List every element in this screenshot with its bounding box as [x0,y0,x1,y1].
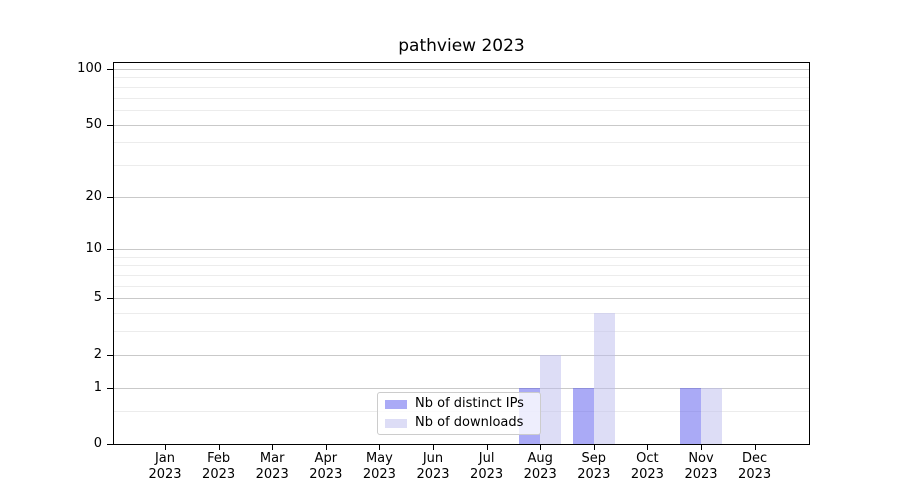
y-tick-label: 2 [38,347,102,363]
x-tick [701,445,702,450]
minor-gridline [114,87,809,88]
y-tick-label: 20 [38,189,102,205]
bar-downloads-aug [540,355,561,444]
legend-label: Nb of downloads [415,415,523,431]
bar-distinct-ips-sep [573,388,594,444]
x-tick [272,445,273,450]
x-tick-label: Dec2023 [723,451,787,483]
minor-gridline [114,265,809,266]
x-tick [219,445,220,450]
minor-gridline [114,331,809,332]
y-tick-label: 1 [38,380,102,396]
y-tick [107,355,113,356]
x-tick [755,445,756,450]
legend-item: Nb of downloads [385,415,540,431]
x-tick [594,445,595,450]
legend-item: Nb of distinct IPs [385,396,540,412]
legend: Nb of distinct IPs Nb of downloads [377,392,541,435]
chart-title: pathview 2023 [113,35,810,57]
bar-distinct-ips-nov [680,388,701,444]
y-tick-label: 0 [38,436,102,452]
major-gridline [114,125,809,126]
y-tick-label: 100 [38,61,102,77]
minor-gridline [114,110,809,111]
x-tick [165,445,166,450]
x-tick [379,445,380,450]
minor-gridline [114,165,809,166]
minor-gridline [114,257,809,258]
y-tick [107,197,113,198]
minor-gridline [114,98,809,99]
major-gridline [114,249,809,250]
x-tick [540,445,541,450]
major-gridline [114,69,809,70]
major-gridline [114,197,809,198]
y-tick [107,249,113,250]
legend-label: Nb of distinct IPs [415,396,524,412]
y-tick [107,388,113,389]
legend-swatch-downloads [385,419,407,428]
major-gridline [114,298,809,299]
bar-downloads-nov [701,388,722,444]
y-tick [107,125,113,126]
major-gridline [114,355,809,356]
minor-gridline [114,313,809,314]
bar-downloads-sep [594,313,615,444]
legend-swatch-distinct-ips [385,400,407,409]
y-tick [107,298,113,299]
x-tick [326,445,327,450]
minor-gridline [114,275,809,276]
y-tick [107,69,113,70]
minor-gridline [114,286,809,287]
y-tick-label: 50 [38,117,102,133]
x-tick [647,445,648,450]
minor-gridline [114,142,809,143]
minor-gridline [114,77,809,78]
x-tick [487,445,488,450]
x-tick-year: 2023 [723,467,787,483]
y-tick-label: 5 [38,290,102,306]
figure: pathview 2023 0125102050100 Jan2023Feb20… [0,0,900,500]
y-tick [107,444,113,445]
x-tick [433,445,434,450]
y-tick-label: 10 [38,241,102,257]
plot-area [113,62,810,445]
x-tick-month: Dec [723,451,787,467]
